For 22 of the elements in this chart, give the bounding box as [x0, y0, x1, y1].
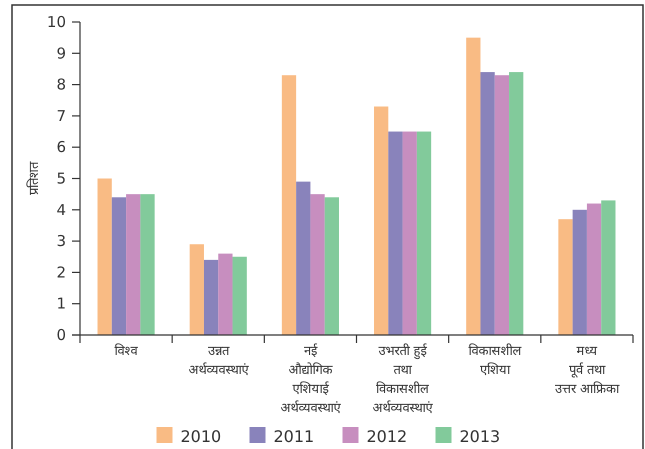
y-tick-label: 10: [46, 13, 66, 31]
x-tick-label: मध्य पूर्व तथा उत्तर आफ्रिका: [554, 344, 620, 397]
y-tick-label: 3: [56, 232, 66, 250]
y-tick-label: 0: [56, 326, 66, 344]
y-tick-label: 7: [56, 106, 66, 125]
y-tick-label: 2: [56, 263, 66, 282]
legend-label: 2013: [460, 427, 500, 446]
x-tick-label: उन्नत अर्थव्यवस्थाएं: [188, 344, 250, 378]
legend-label: 2010: [180, 427, 222, 446]
x-tick-label: विकासशील एशिया: [468, 343, 522, 378]
legend-label: 2012: [366, 427, 408, 446]
y-tick-label: 9: [56, 44, 66, 62]
y-tick-label: 1: [56, 294, 66, 313]
y-tick-label: 8: [56, 76, 66, 94]
x-tick-label: उभरती हुई तथा विकासशील अर्थव्यवस्थाएं: [372, 343, 434, 416]
x-tick-label: विश्व: [114, 343, 139, 359]
y-tick-label: 6: [56, 138, 66, 156]
y-tick-label: 4: [56, 200, 66, 219]
x-tick-label: नई औद्योगिक एशियाई अर्थव्यवस्थाएं: [280, 343, 342, 416]
y-axis-title: प्रतिशत: [26, 161, 42, 195]
legend-label: 2011: [274, 427, 314, 446]
y-tick-label: 5: [56, 170, 66, 188]
